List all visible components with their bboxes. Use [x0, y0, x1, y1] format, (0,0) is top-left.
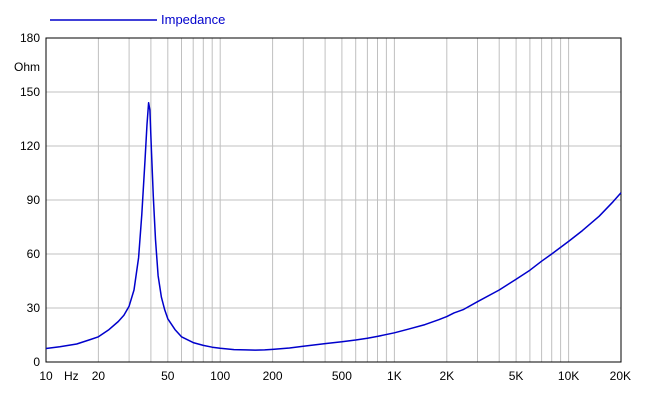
series-line-impedance: [45, 102, 622, 351]
y-tick-label: 0: [33, 355, 40, 369]
x-tick-label: 20K: [610, 369, 631, 383]
y-axis-label: Ohm: [14, 60, 40, 74]
plot-frame: [45, 37, 622, 363]
legend: Impedance: [50, 12, 225, 27]
x-tick-labels: 10 20 50 100 200 500 1K 2K 5K 10K 20K: [39, 369, 631, 383]
x-axis-label: Hz: [64, 369, 79, 383]
y-tick-label: 150: [20, 85, 40, 99]
x-tick-label: 5K: [509, 369, 524, 383]
y-tick-label: 180: [20, 31, 40, 45]
legend-label-impedance: Impedance: [161, 12, 225, 27]
x-tick-label: 10: [39, 369, 53, 383]
x-tick-label: 500: [332, 369, 352, 383]
x-tick-label: 2K: [439, 369, 454, 383]
grid-major: [46, 91, 621, 309]
y-tick-label: 90: [27, 193, 41, 207]
y-tick-label: 30: [27, 301, 41, 315]
y-tick-label: 60: [27, 247, 41, 261]
series-layer: [45, 102, 622, 351]
x-tick-label: 100: [210, 369, 230, 383]
x-tick-label: 20: [92, 369, 106, 383]
x-tick-label: 10K: [558, 369, 579, 383]
y-tick-label: 120: [20, 139, 40, 153]
y-tick-labels: 0 30 60 90 120 150 180: [20, 31, 40, 369]
x-tick-label: 200: [263, 369, 283, 383]
x-tick-label: 1K: [387, 369, 402, 383]
x-tick-label: 50: [161, 369, 175, 383]
